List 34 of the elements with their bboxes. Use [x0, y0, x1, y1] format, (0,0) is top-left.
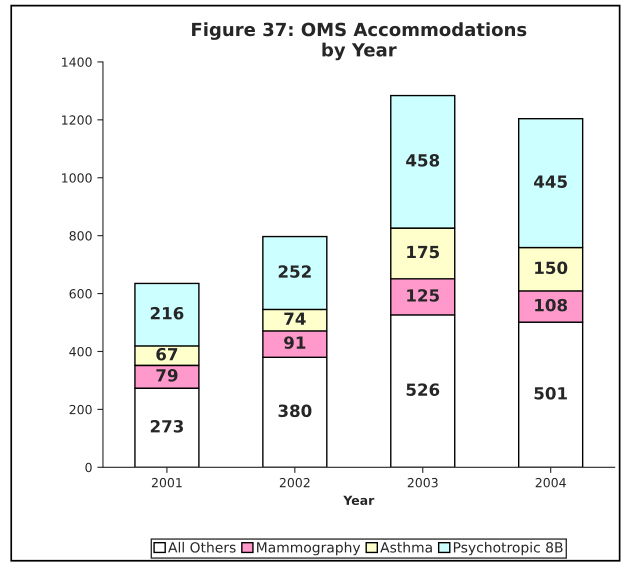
data-label: 108 [535, 298, 568, 312]
x-tick-label: 2004 [536, 478, 566, 488]
legend-label: Psychotropic 8B [454, 542, 563, 556]
y-tick-label: 800 [70, 231, 92, 241]
chart-title: Figure 37: OMS Accommodations by Year [192, 22, 526, 60]
data-label: 380 [278, 404, 312, 418]
x-axis-title: Year [343, 496, 374, 506]
data-label: 74 [284, 312, 306, 325]
data-label: 458 [406, 154, 440, 167]
y-tick-label: 600 [70, 289, 92, 298]
y-tick-label: 400 [69, 346, 92, 356]
data-label: 91 [284, 336, 306, 349]
data-label: 67 [156, 348, 178, 361]
data-label: 526 [406, 383, 440, 396]
legend-label: Mammography [257, 542, 360, 556]
data-label: 252 [278, 265, 311, 278]
x-tick-label: 2001 [152, 478, 182, 488]
data-label: 175 [407, 246, 439, 258]
data-label: 501 [534, 386, 567, 400]
data-label: 216 [150, 306, 184, 320]
y-tick-label: 1400 [62, 57, 92, 67]
data-label: 273 [150, 420, 183, 433]
y-tick-label: 1000 [62, 173, 92, 183]
data-label: 79 [156, 369, 178, 382]
data-label: 150 [535, 261, 568, 274]
data-label: 125 [407, 289, 439, 302]
y-tick-label: 200 [70, 404, 92, 414]
y-tick-label: 1200 [62, 115, 92, 125]
legend-label: All Others [168, 542, 236, 553]
y-tick-label: 0 [85, 462, 92, 472]
x-tick-label: 2002 [280, 478, 310, 488]
legend-label: Asthma [380, 542, 432, 553]
x-tick-label: 2003 [408, 478, 438, 488]
data-label: 445 [534, 176, 567, 188]
